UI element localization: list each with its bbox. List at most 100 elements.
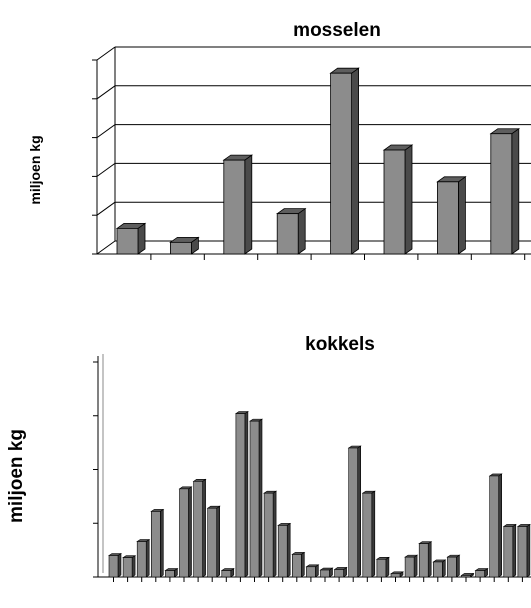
bar-side bbox=[202, 478, 206, 578]
bar bbox=[382, 144, 414, 255]
bar-front bbox=[432, 561, 443, 578]
bar-side bbox=[351, 67, 360, 255]
bar bbox=[432, 559, 447, 578]
bar-front bbox=[306, 566, 316, 578]
bar bbox=[234, 411, 249, 578]
bar-front bbox=[108, 555, 119, 578]
bar-front bbox=[136, 541, 147, 578]
bar-front bbox=[116, 227, 139, 255]
bar bbox=[333, 566, 348, 578]
bar bbox=[474, 567, 489, 578]
bar-side bbox=[385, 556, 390, 578]
bar-side bbox=[244, 411, 249, 578]
bar bbox=[150, 508, 165, 578]
bar-side bbox=[297, 207, 306, 255]
bar-front bbox=[490, 133, 513, 255]
bar bbox=[347, 445, 362, 578]
bar-side bbox=[244, 154, 253, 255]
bar-front bbox=[151, 511, 161, 578]
bar bbox=[418, 541, 433, 578]
bar bbox=[319, 567, 334, 578]
bar bbox=[115, 222, 147, 255]
bar-front bbox=[330, 72, 353, 255]
bar bbox=[275, 207, 307, 255]
gridline-diagonal bbox=[96, 240, 116, 255]
bar-front bbox=[447, 556, 457, 578]
bar bbox=[164, 567, 179, 578]
bar bbox=[361, 490, 376, 578]
bar-side bbox=[357, 445, 362, 578]
bar-side bbox=[511, 127, 520, 255]
bar bbox=[122, 555, 137, 578]
bar bbox=[263, 490, 278, 578]
bar bbox=[516, 523, 531, 578]
mosselen-chart: mosselen miljoen kg bbox=[27, 20, 531, 260]
bar-front bbox=[276, 213, 299, 255]
bar-front bbox=[277, 525, 288, 578]
bar-front bbox=[179, 488, 189, 578]
bar-side bbox=[441, 559, 446, 578]
gridline-diagonal bbox=[96, 162, 116, 177]
bar-side bbox=[216, 505, 220, 578]
bar-front bbox=[390, 573, 401, 578]
gridline-diagonal bbox=[96, 85, 116, 100]
bar-side bbox=[131, 555, 136, 578]
bar bbox=[192, 478, 207, 578]
bar bbox=[489, 127, 521, 255]
gridline-diagonal bbox=[96, 201, 116, 216]
bar-side bbox=[526, 523, 531, 578]
bar-front bbox=[383, 149, 406, 255]
bar-front bbox=[207, 507, 217, 578]
bar-front bbox=[376, 558, 387, 578]
bar bbox=[249, 418, 263, 578]
bar bbox=[206, 505, 221, 578]
bar-front bbox=[348, 447, 359, 578]
bar-side bbox=[371, 490, 376, 578]
bar-front bbox=[165, 570, 175, 578]
bar-side bbox=[404, 144, 413, 255]
bar-front bbox=[122, 557, 133, 578]
bar bbox=[446, 554, 461, 578]
bar-front bbox=[263, 492, 274, 578]
bar bbox=[488, 473, 503, 578]
bar-side bbox=[272, 490, 277, 578]
bar-side bbox=[456, 554, 460, 578]
bar bbox=[375, 556, 390, 578]
bar-front bbox=[223, 159, 246, 255]
bar bbox=[502, 523, 517, 578]
bar bbox=[404, 554, 419, 578]
bar bbox=[169, 236, 200, 255]
bar-front bbox=[221, 570, 232, 578]
bar-front bbox=[169, 241, 192, 255]
bar bbox=[178, 486, 193, 578]
bar bbox=[220, 567, 235, 578]
kokkels-chart: kokkels miljoen kg bbox=[6, 334, 531, 582]
bar-front bbox=[517, 526, 528, 578]
bar-front bbox=[475, 570, 485, 578]
bar-side bbox=[160, 508, 164, 578]
bar-front bbox=[249, 420, 260, 578]
bar bbox=[329, 67, 360, 255]
bar-side bbox=[498, 473, 503, 578]
chart-title: kokkels bbox=[305, 334, 375, 355]
bar bbox=[222, 154, 254, 255]
chart-title: mosselen bbox=[293, 20, 381, 41]
bar-front bbox=[334, 569, 344, 578]
bar-front bbox=[362, 492, 373, 578]
bar-front bbox=[503, 526, 514, 578]
bar-side bbox=[117, 552, 122, 578]
bar-front bbox=[461, 575, 471, 578]
bar-front bbox=[235, 413, 246, 578]
bar bbox=[291, 551, 306, 578]
bar-side bbox=[427, 541, 432, 578]
gridline-diagonal bbox=[96, 124, 116, 139]
bar-front bbox=[404, 556, 415, 578]
bar-side bbox=[145, 538, 150, 578]
bar-side bbox=[457, 176, 466, 255]
bar bbox=[305, 564, 320, 578]
y-axis-label: miljoen kg bbox=[6, 429, 27, 523]
y-axis-label: miljoen kg bbox=[27, 135, 43, 204]
bar-side bbox=[512, 523, 517, 578]
bar-side bbox=[300, 551, 305, 578]
